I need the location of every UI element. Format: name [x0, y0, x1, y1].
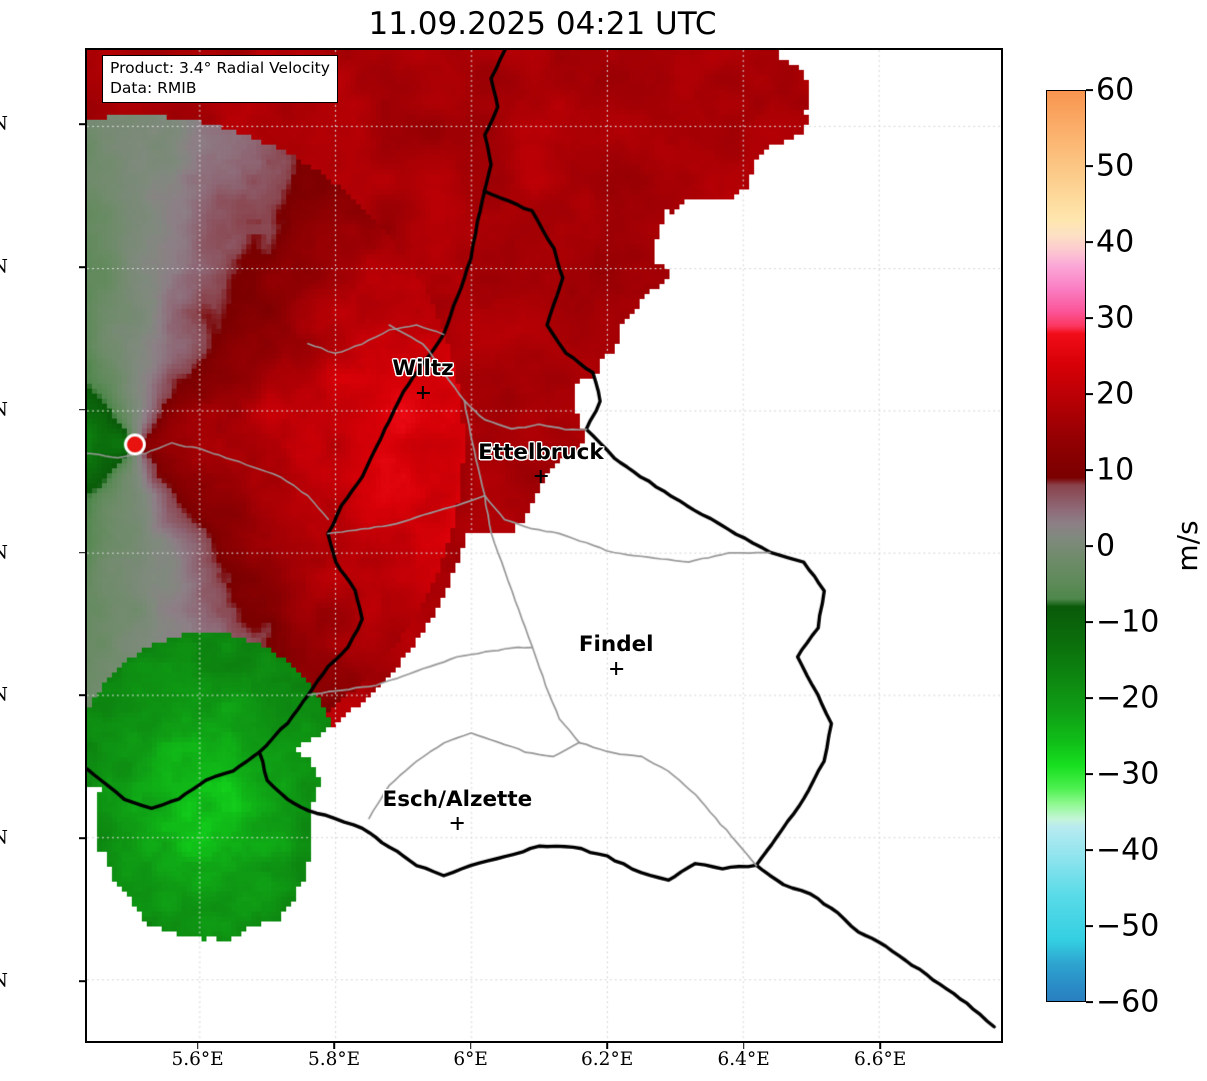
lon-tick-label-5: 6.6°E — [854, 1049, 907, 1070]
lon-tick-label-3: 6.2°E — [581, 1049, 634, 1070]
lat-tick-mark-2 — [79, 409, 85, 411]
lat-tick-mark-1 — [79, 266, 85, 268]
lat-tick-mark-5 — [79, 837, 85, 840]
colorbar-tick-label-10: −40 — [1096, 832, 1160, 868]
colorbar-tick-label-9: −30 — [1096, 756, 1160, 792]
lat-tick-label-4: 49.65°N — [0, 685, 8, 706]
lon-tick-mark-1 — [333, 1043, 335, 1049]
lat-tick-mark-0 — [79, 123, 85, 125]
colorbar-tick-mark-5 — [1086, 469, 1093, 471]
product-line: Product: 3.4° Radial Velocity — [110, 59, 330, 77]
colorbar-tick-mark-11 — [1086, 925, 1093, 927]
colorbar-tick-mark-2 — [1086, 241, 1093, 243]
colorbar-tick-mark-8 — [1086, 697, 1093, 699]
radar-velocity-raster — [87, 50, 1001, 1041]
lat-tick-mark-3 — [79, 551, 85, 554]
lon-tick-label-2: 6°E — [453, 1049, 488, 1070]
colorbar-tick-label-0: 60 — [1096, 72, 1135, 108]
lon-tick-label-4: 6.4°E — [717, 1049, 770, 1070]
lat-tick-mark-6 — [79, 980, 85, 982]
lat-tick-label-0: 50.25°N — [0, 114, 8, 135]
velocity-colorbar[interactable] — [1046, 90, 1086, 1002]
colorbar-tick-label-6: 0 — [1096, 528, 1116, 564]
lat-tick-mark-4 — [79, 694, 85, 697]
colorbar-tick-label-1: 50 — [1096, 148, 1135, 184]
lon-tick-label-0: 5.6°E — [171, 1049, 224, 1070]
colorbar-tick-mark-4 — [1086, 393, 1093, 395]
lon-tick-mark-0 — [196, 1043, 199, 1049]
colorbar-tick-mark-9 — [1086, 773, 1093, 775]
colorbar-tick-mark-10 — [1086, 849, 1093, 851]
lon-tick-label-1: 5.8°E — [308, 1049, 361, 1070]
data-source-line: Data: RMIB — [110, 78, 197, 97]
radar-map-panel[interactable]: Product: 3.4° Radial Velocity Data: RMIB — [85, 48, 1003, 1043]
colorbar-tick-mark-0 — [1086, 89, 1093, 91]
colorbar-gradient — [1046, 90, 1086, 1002]
lon-tick-mark-4 — [742, 1043, 745, 1049]
lat-tick-label-1: 50.1°N — [0, 256, 8, 277]
colorbar-tick-label-3: 30 — [1096, 300, 1135, 336]
colorbar-tick-label-2: 40 — [1096, 224, 1135, 260]
lat-tick-label-3: 49.8°N — [0, 542, 8, 563]
colorbar-tick-label-4: 20 — [1096, 376, 1135, 412]
colorbar-tick-mark-3 — [1086, 317, 1093, 319]
lat-tick-label-6: 49.35°N — [0, 971, 8, 992]
colorbar-tick-label-8: −20 — [1096, 680, 1160, 716]
colorbar-tick-mark-6 — [1086, 545, 1093, 547]
lon-tick-mark-5 — [879, 1043, 881, 1049]
product-info-box: Product: 3.4° Radial Velocity Data: RMIB — [102, 55, 338, 104]
colorbar-unit-label: m/s — [1171, 520, 1204, 572]
lat-tick-label-5: 49.5°N — [0, 828, 8, 849]
lat-tick-label-2: 49.95°N — [0, 399, 8, 420]
lon-tick-mark-3 — [606, 1043, 608, 1049]
colorbar-tick-mark-12 — [1086, 1001, 1093, 1003]
colorbar-tick-label-11: −50 — [1096, 908, 1160, 944]
colorbar-tick-label-7: −10 — [1096, 604, 1160, 640]
colorbar-tick-label-5: 10 — [1096, 452, 1135, 488]
colorbar-tick-label-12: −60 — [1096, 984, 1160, 1020]
lon-tick-mark-2 — [469, 1043, 472, 1049]
colorbar-tick-mark-1 — [1086, 165, 1093, 167]
page-title: 11.09.2025 04:21 UTC — [368, 6, 717, 42]
colorbar-tick-mark-7 — [1086, 621, 1093, 623]
